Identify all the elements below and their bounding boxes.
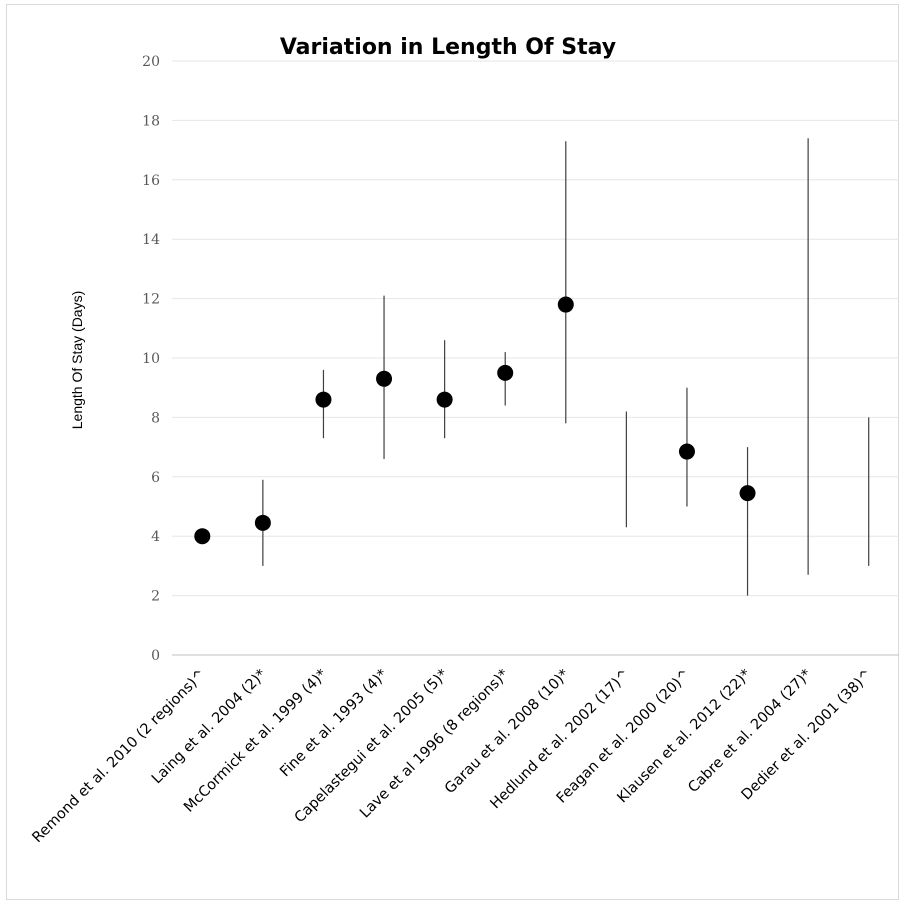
data-point [436,391,453,408]
y-tick-labels: 0 2 4 6 8 10 12 14 16 18 20 [142,54,160,664]
gridlines [172,60,899,597]
data-point [678,443,695,460]
data-point [254,514,271,531]
data-point [739,485,756,502]
y-tick-label: 18 [142,113,160,129]
x-tick-label: Laing et al. 2004 (2)* [149,667,270,788]
data-point [315,391,332,408]
y-tick-label: 14 [142,232,160,248]
y-tick-label: 16 [142,173,160,189]
range-lines [262,138,870,596]
y-tick-label: 12 [142,292,160,308]
chart-frame: Variation in Length Of Stay Length Of St… [6,4,899,900]
y-tick-label: 6 [151,470,160,486]
x-tick-labels: Remond et al. 2010 (2 regions)^Laing et … [30,667,876,847]
x-tick-label: Garau et al. 2008 (10)* [442,667,573,798]
x-tick-label: Dedier et al. 2001 (38)^ [739,667,876,804]
y-tick-label: 20 [142,54,160,70]
data-points [194,296,756,545]
data-point [376,370,393,387]
length-of-stay-chart: Variation in Length Of Stay Length Of St… [30,35,899,847]
y-tick-label: 0 [151,648,160,664]
data-point [194,528,211,545]
chart-title: Variation in Length Of Stay [280,35,616,60]
y-tick-label: 8 [151,410,160,426]
x-tick-label: Cabre et al. 2004 (27)* [685,667,815,797]
y-tick-label: 4 [151,529,160,545]
y-tick-label: 2 [151,589,160,605]
data-point [497,364,514,381]
y-tick-label: 10 [142,351,160,367]
x-tick-label: Fine et al. 1993 (4)* [277,667,391,781]
data-point [557,296,574,313]
y-axis-label: Length Of Stay (Days) [69,291,85,430]
